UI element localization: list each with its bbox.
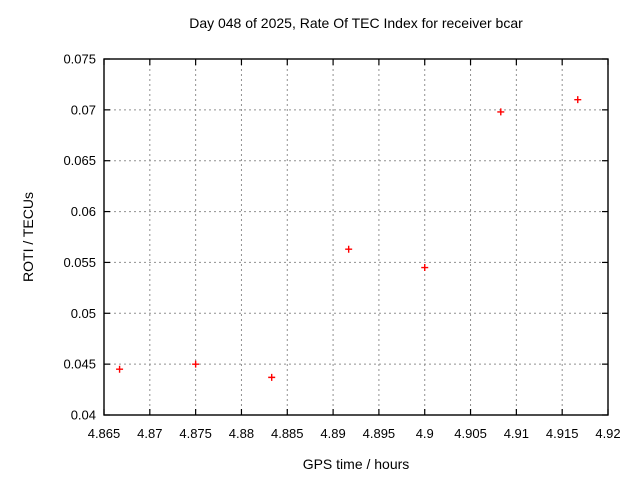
- x-tick-label: 4.865: [88, 426, 121, 441]
- x-tick-label: 4.9: [416, 426, 434, 441]
- y-tick-label: 0.04: [71, 408, 96, 423]
- plot-frame: [103, 58, 609, 416]
- data-point-marker: [421, 264, 429, 272]
- x-tick-label: 4.885: [271, 426, 304, 441]
- data-point-marker: [574, 96, 582, 104]
- data-point-marker: [192, 360, 200, 368]
- x-tick-label: 4.91: [504, 426, 529, 441]
- x-tick-label: 4.875: [179, 426, 212, 441]
- chart-title: Day 048 of 2025, Rate Of TEC Index for r…: [189, 15, 523, 31]
- x-tick-label: 4.87: [137, 426, 162, 441]
- y-tick-label: 0.075: [63, 52, 96, 67]
- data-point-marker: [345, 245, 353, 253]
- data-point-marker: [497, 108, 505, 116]
- y-tick-label: 0.055: [63, 255, 96, 270]
- y-tick-label: 0.045: [63, 357, 96, 372]
- y-tick-label: 0.065: [63, 153, 96, 168]
- x-tick-label: 4.915: [546, 426, 579, 441]
- x-tick-label: 4.905: [454, 426, 487, 441]
- x-axis-label: GPS time / hours: [302, 456, 410, 472]
- y-tick-label: 0.07: [71, 102, 96, 117]
- x-tick-label: 4.89: [320, 426, 345, 441]
- y-tick-label: 0.06: [71, 204, 96, 219]
- data-point-marker: [268, 373, 276, 381]
- x-tick-label: 4.88: [229, 426, 254, 441]
- data-point-marker: [116, 365, 124, 373]
- x-tick-label: 4.92: [595, 426, 620, 441]
- x-tick-label: 4.895: [363, 426, 396, 441]
- y-tick-label: 0.05: [71, 306, 96, 321]
